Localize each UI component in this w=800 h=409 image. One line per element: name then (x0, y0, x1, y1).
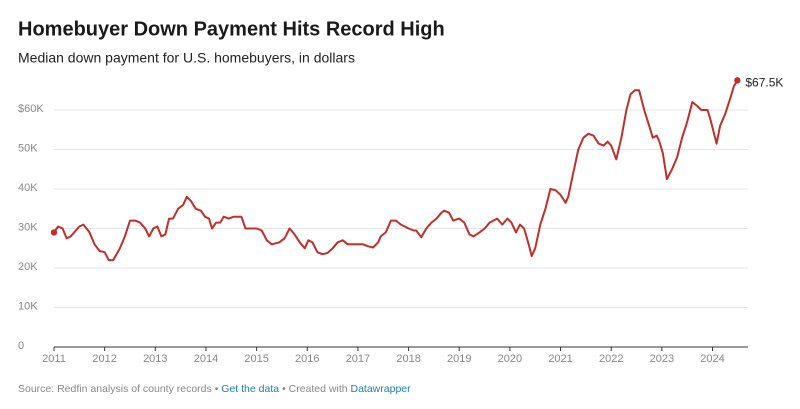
y-tick-label: 20K (18, 261, 38, 273)
x-tick-label: 2016 (295, 353, 319, 365)
data-label: $67.5K (745, 76, 783, 90)
end-dot (50, 229, 58, 236)
chart-subtitle: Median down payment for U.S. homebuyers,… (18, 50, 355, 66)
x-tick-label: 2020 (498, 353, 522, 365)
separator: • (282, 383, 286, 395)
credit: Created with (289, 383, 348, 395)
footer: Source: Redfin analysis of county record… (18, 383, 411, 395)
x-tick-label: 2023 (650, 353, 674, 365)
separator: • (215, 383, 219, 395)
x-tick-label: 2015 (244, 353, 268, 365)
line (53, 79, 739, 262)
x-tick-label: 2014 (194, 353, 218, 365)
y-tick-label: 10K (18, 300, 38, 312)
data-link[interactable]: Get the data (221, 383, 279, 395)
end-dot (734, 77, 741, 84)
x-tick-label: 2024 (700, 353, 724, 365)
x-tick-label: 2019 (447, 353, 471, 365)
y-tick-label: 30K (18, 221, 38, 233)
y-tick-label: 40K (18, 182, 38, 194)
credit-link[interactable]: Datawrapper (351, 383, 412, 395)
source: Source: Redfin analysis of county record… (18, 383, 212, 395)
y-tick-label: $60K (18, 103, 44, 115)
chart-title: Homebuyer Down Payment Hits Record High (18, 18, 445, 40)
y-tick-label: 50K (18, 142, 38, 154)
y-tick-label: 0 (18, 340, 24, 352)
x-tick-label: 2012 (92, 353, 116, 365)
x-tick-label: 2018 (396, 353, 420, 365)
x-tick-label: 2022 (599, 353, 623, 365)
x-tick-label: 2013 (143, 353, 167, 365)
x-tick-label: 2011 (42, 353, 66, 365)
x-tick-label: 2017 (346, 353, 370, 365)
x-tick-label: 2021 (548, 353, 572, 365)
